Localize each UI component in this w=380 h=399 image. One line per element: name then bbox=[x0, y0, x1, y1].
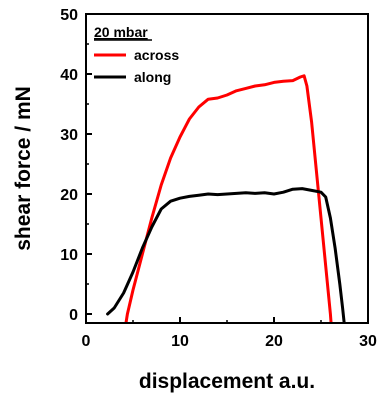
y-tick-label-0: 0 bbox=[69, 307, 78, 324]
y-tick-label-40: 40 bbox=[60, 67, 78, 84]
legend-label-along: along bbox=[134, 69, 171, 85]
x-axis-title: displacement a.u. bbox=[139, 370, 315, 393]
y-tick-label-30: 30 bbox=[60, 127, 78, 144]
legend-title: 20 mbar bbox=[94, 24, 148, 40]
x-tick-label-0: 0 bbox=[82, 333, 91, 350]
y-axis-title: shear force / mN bbox=[12, 86, 35, 251]
series-line-across bbox=[124, 74, 333, 323]
series-line-along bbox=[106, 187, 346, 323]
x-tick-label-20: 20 bbox=[265, 333, 283, 350]
y-tick-label-10: 10 bbox=[60, 247, 78, 264]
y-tick-label-50: 50 bbox=[60, 7, 78, 24]
x-tick-label-10: 10 bbox=[171, 333, 189, 350]
legend-label-across: across bbox=[134, 47, 179, 63]
x-tick-label-30: 30 bbox=[359, 333, 377, 350]
y-tick-label-20: 20 bbox=[60, 187, 78, 204]
